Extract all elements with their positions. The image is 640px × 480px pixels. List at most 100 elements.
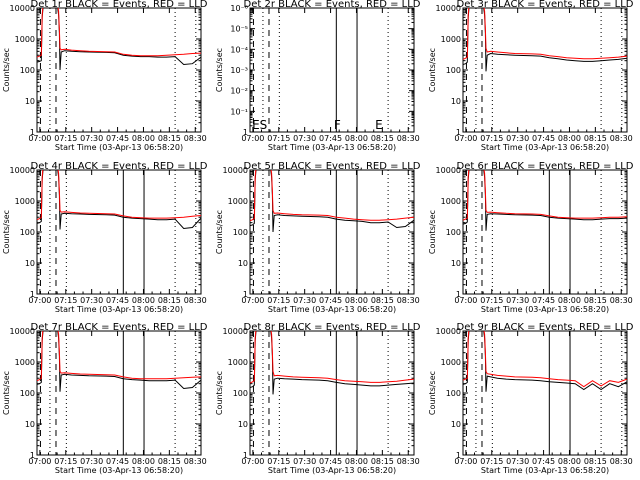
panel-title: Det 7r BLACK = Events, RED = LLD	[31, 322, 208, 333]
y-tick-label: 10000	[10, 4, 35, 13]
x-tick-label: 08:15	[584, 296, 607, 305]
series-lld-line	[37, 331, 201, 382]
y-tick-label: 10⁻⁵	[230, 25, 248, 34]
x-tick-label: 07:00	[241, 296, 264, 305]
x-tick-label: 08:15	[158, 296, 181, 305]
x-tick-label: 07:15	[267, 134, 290, 143]
y-tick-label: 1000	[15, 358, 35, 367]
series-lld-line	[37, 8, 201, 58]
x-tick-label: 08:30	[610, 296, 633, 305]
panel-3: Det 3r BLACK = Events, RED = LLD 1 10 100 10…	[428, 0, 634, 152]
x-tick-label: 07:45	[319, 134, 342, 143]
x-tick-label: 08:00	[558, 457, 581, 466]
x-tick-label: 08:00	[558, 134, 581, 143]
series-events-line	[37, 331, 201, 392]
y-tick-label: 1000	[15, 35, 35, 44]
y-tick-label: 1	[30, 290, 35, 299]
x-tick-label: 08:30	[184, 457, 207, 466]
series-events-line	[463, 8, 627, 72]
x-tick-label: 07:45	[532, 457, 555, 466]
x-tick-label: 07:45	[532, 296, 555, 305]
x-tick-label: 08:30	[610, 457, 633, 466]
x-tick-label: 07:30	[80, 134, 103, 143]
y-tick-label: 10	[451, 420, 461, 429]
y-tick-label: 100	[20, 66, 35, 75]
x-tick-label: 08:15	[371, 134, 394, 143]
series-lld-line	[463, 331, 627, 388]
x-tick-label: 08:30	[397, 457, 420, 466]
y-tick-label: 100	[446, 66, 461, 75]
x-axis-label: Start Time (03-Apr-13 06:58:20)	[268, 305, 396, 314]
x-tick-label: 08:00	[345, 134, 368, 143]
panel-title: Det 5r BLACK = Events, RED = LLD	[244, 161, 421, 172]
series-events-line	[463, 331, 627, 392]
x-tick-label: 08:30	[184, 134, 207, 143]
y-tick-label: 100	[446, 228, 461, 237]
x-tick-label: 07:30	[80, 296, 103, 305]
series-events-line	[250, 331, 414, 395]
y-axis-label: Counts/sec	[428, 210, 437, 254]
x-axis-label: Start Time (03-Apr-13 06:58:20)	[55, 466, 183, 475]
x-tick-label: 07:45	[106, 134, 129, 143]
x-tick-label: 07:00	[454, 457, 477, 466]
panel-7: Det 7r BLACK = Events, RED = LLD 1 10 100 10…	[2, 322, 208, 475]
y-tick-label: 10⁻²	[230, 87, 248, 96]
x-axis-label: Start Time (03-Apr-13 06:58:20)	[55, 305, 183, 314]
plot-frame	[36, 169, 202, 295]
y-tick-label: 10⁻⁶	[230, 4, 248, 13]
x-tick-label: 08:00	[132, 296, 155, 305]
panel-title: Det 6r BLACK = Events, RED = LLD	[457, 161, 634, 172]
series-events-line	[463, 170, 627, 231]
panel-5: Det 5r BLACK = Events, RED = LLD 1 10 100 10…	[215, 161, 421, 314]
x-tick-label: 08:00	[132, 134, 155, 143]
plot-frame	[249, 7, 415, 133]
y-tick-label: 10	[451, 97, 461, 106]
y-axis-label: Counts/sec	[215, 48, 224, 92]
y-axis-label: Counts/sec	[2, 48, 11, 92]
y-tick-label: 10	[25, 420, 35, 429]
y-axis-label: Counts/sec	[428, 371, 437, 415]
x-tick-label: 07:15	[54, 457, 77, 466]
x-tick-label: 07:15	[480, 296, 503, 305]
x-tick-label: 07:00	[28, 134, 51, 143]
series-lld-line	[250, 331, 414, 384]
x-tick-label: 07:00	[241, 134, 264, 143]
x-tick-label: 07:00	[454, 296, 477, 305]
y-tick-label: 10	[25, 259, 35, 268]
x-tick-label: 08:00	[345, 296, 368, 305]
y-tick-label: 1000	[228, 358, 248, 367]
x-tick-label: 07:15	[480, 457, 503, 466]
x-tick-label: 07:30	[80, 457, 103, 466]
panel-1: Det 1r BLACK = Events, RED = LLD 1 10 100 10…	[2, 0, 208, 152]
x-tick-label: 08:30	[397, 296, 420, 305]
y-tick-label: 1000	[441, 358, 461, 367]
x-tick-label: 07:00	[28, 457, 51, 466]
y-tick-label: 1	[30, 451, 35, 460]
y-tick-label: 100	[446, 389, 461, 398]
plot-frame	[36, 7, 202, 133]
y-tick-label: 10⁻¹	[230, 107, 248, 116]
x-tick-label: 08:00	[132, 457, 155, 466]
y-tick-label: 100	[20, 389, 35, 398]
x-tick-label: 08:00	[558, 296, 581, 305]
y-tick-label: 10000	[436, 166, 461, 175]
x-axis-label: Start Time (03-Apr-13 06:58:20)	[55, 143, 183, 152]
x-tick-label: 07:15	[54, 296, 77, 305]
x-tick-label: 08:15	[584, 457, 607, 466]
series-lld-line	[37, 170, 201, 221]
x-axis-label: Start Time (03-Apr-13 06:58:20)	[481, 143, 609, 152]
x-tick-label: 07:30	[506, 457, 529, 466]
panel-2: Det 2r BLACK = Events, RED = LLD 1 10⁻¹ 10⁻…	[215, 0, 421, 152]
plot-frame	[249, 330, 415, 456]
x-tick-label: 07:15	[267, 457, 290, 466]
x-tick-label: 08:15	[371, 296, 394, 305]
y-tick-label: 1	[456, 451, 461, 460]
y-tick-label: 100	[233, 228, 248, 237]
series-events-line	[250, 170, 414, 233]
y-tick-label: 100	[233, 389, 248, 398]
x-tick-label: 07:30	[293, 134, 316, 143]
series-events-line	[37, 170, 201, 230]
y-tick-label: 1	[30, 128, 35, 137]
x-tick-label: 07:15	[267, 296, 290, 305]
